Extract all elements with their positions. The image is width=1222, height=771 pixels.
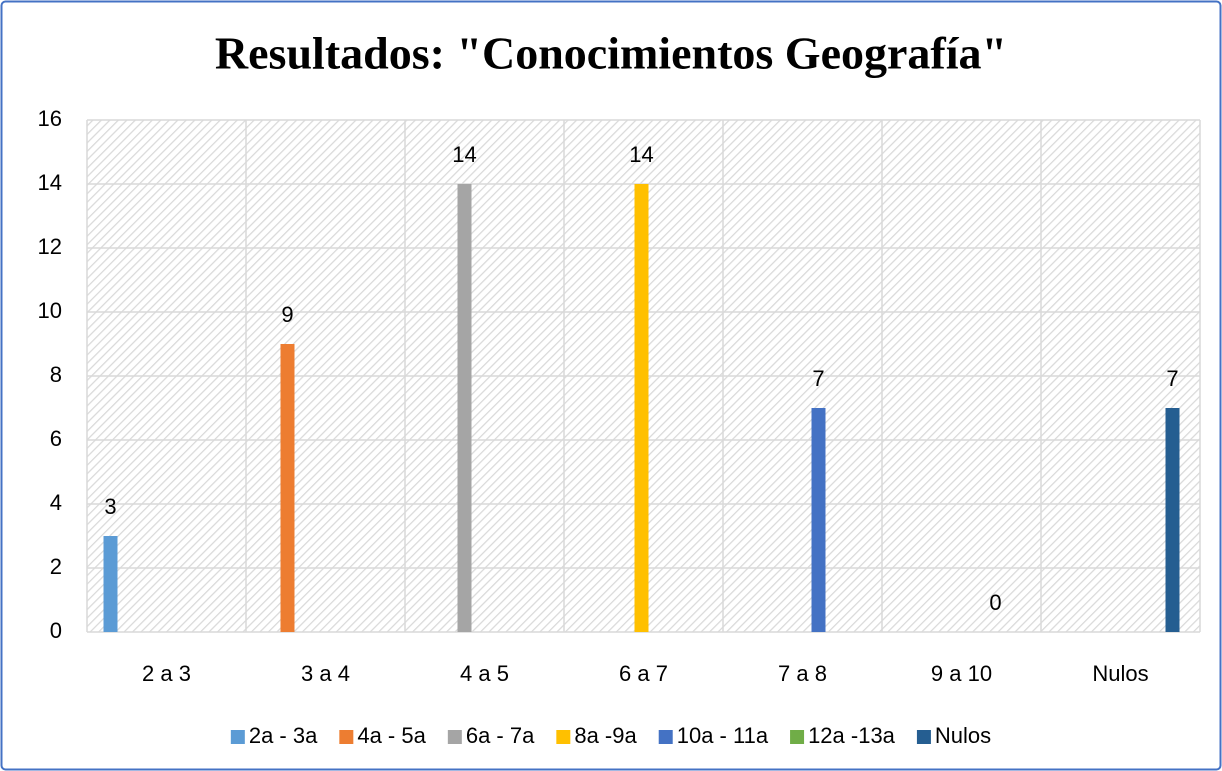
x-tick-label: 9 a 10	[931, 661, 992, 686]
legend-item: 6a - 7a	[447, 723, 535, 748]
bar	[280, 344, 295, 632]
y-tick-label: 12	[38, 234, 62, 259]
x-tick-label: 2 a 3	[142, 661, 191, 686]
y-tick-label: 4	[50, 490, 62, 515]
x-tick-label: Nulos	[1092, 661, 1148, 686]
x-tick-label: 6 a 7	[619, 661, 668, 686]
legend-label: 8a -9a	[574, 723, 637, 748]
legend-label: 12a -13a	[808, 723, 896, 748]
legend-swatch	[790, 730, 805, 744]
legend-label: 2a - 3a	[249, 723, 318, 748]
legend-swatch	[556, 730, 571, 744]
x-tick-label: 3 a 4	[301, 661, 350, 686]
y-tick-label: 8	[50, 362, 62, 387]
y-tick-label: 14	[38, 170, 62, 195]
legend-label: 4a - 5a	[357, 723, 426, 748]
y-tick-label: 0	[50, 618, 62, 643]
chart-title: Resultados: "Conocimientos Geografía"	[215, 28, 1007, 79]
x-tick-label: 7 a 8	[778, 661, 827, 686]
y-tick-label: 2	[50, 554, 62, 579]
legend-swatch	[658, 730, 673, 744]
data-label: 3	[104, 494, 116, 519]
legend-label: 6a - 7a	[466, 723, 535, 748]
legend-item: 10a - 11a	[658, 723, 769, 748]
data-label: 14	[452, 142, 476, 167]
legend-item: 2a - 3a	[230, 723, 318, 748]
legend-item: 12a -13a	[790, 723, 896, 748]
data-label: 0	[989, 590, 1001, 615]
bar	[1165, 408, 1180, 632]
legend-swatch	[447, 730, 462, 744]
data-label: 14	[629, 142, 653, 167]
bar	[634, 184, 649, 632]
bar	[103, 536, 118, 632]
legend-item: 8a -9a	[556, 723, 637, 748]
x-tick-label: 4 a 5	[460, 661, 509, 686]
legend-label: 10a - 11a	[677, 723, 769, 748]
bar	[457, 184, 472, 632]
legend-item: Nulos	[916, 723, 991, 748]
bar	[811, 408, 826, 632]
y-tick-label: 16	[38, 106, 62, 131]
y-tick-label: 10	[38, 298, 62, 323]
legend-item: 4a - 5a	[339, 723, 427, 748]
y-tick-label: 6	[50, 426, 62, 451]
data-label: 9	[281, 302, 293, 327]
legend-swatch	[230, 730, 245, 744]
legend-swatch	[916, 730, 931, 744]
data-label: 7	[812, 366, 824, 391]
data-label: 7	[1166, 366, 1178, 391]
legend-swatch	[339, 730, 354, 744]
legend-label: Nulos	[935, 723, 991, 748]
